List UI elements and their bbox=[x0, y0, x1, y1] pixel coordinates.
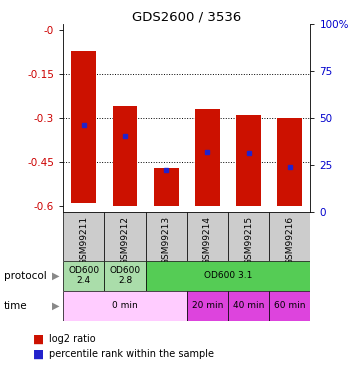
Bar bbox=[187, 212, 228, 261]
Text: protocol: protocol bbox=[4, 271, 46, 280]
Bar bbox=[145, 261, 310, 291]
Text: time: time bbox=[4, 301, 27, 310]
Bar bbox=[187, 291, 228, 321]
Text: GSM99215: GSM99215 bbox=[244, 216, 253, 265]
Text: log2 ratio: log2 ratio bbox=[49, 334, 95, 344]
Bar bbox=[269, 212, 310, 261]
Text: OD600
2.8: OD600 2.8 bbox=[109, 266, 140, 285]
Title: GDS2600 / 3536: GDS2600 / 3536 bbox=[132, 10, 242, 23]
Text: GSM99214: GSM99214 bbox=[203, 216, 212, 265]
Text: GSM99213: GSM99213 bbox=[162, 216, 171, 265]
Bar bbox=[113, 106, 137, 206]
Bar bbox=[269, 291, 310, 321]
Text: ▶: ▶ bbox=[52, 301, 60, 310]
Bar bbox=[63, 261, 104, 291]
Text: 0 min: 0 min bbox=[112, 301, 138, 310]
Text: percentile rank within the sample: percentile rank within the sample bbox=[49, 350, 214, 359]
Bar bbox=[228, 291, 269, 321]
Bar bbox=[63, 212, 104, 261]
Bar bbox=[236, 115, 261, 206]
Text: GSM99216: GSM99216 bbox=[285, 216, 294, 265]
Bar bbox=[145, 212, 187, 261]
Bar bbox=[195, 110, 220, 206]
Bar bbox=[154, 168, 179, 206]
Text: GSM99211: GSM99211 bbox=[79, 216, 88, 265]
Text: 40 min: 40 min bbox=[233, 301, 264, 310]
Text: 20 min: 20 min bbox=[192, 301, 223, 310]
Bar bbox=[71, 51, 96, 203]
Bar bbox=[63, 291, 187, 321]
Text: ▶: ▶ bbox=[52, 271, 60, 280]
Bar bbox=[278, 118, 302, 206]
Text: ■: ■ bbox=[32, 348, 44, 361]
Bar bbox=[104, 261, 145, 291]
Text: 60 min: 60 min bbox=[274, 301, 306, 310]
Text: OD600
2.4: OD600 2.4 bbox=[68, 266, 99, 285]
Bar bbox=[104, 212, 145, 261]
Text: OD600 3.1: OD600 3.1 bbox=[204, 271, 252, 280]
Text: ■: ■ bbox=[32, 333, 44, 346]
Bar bbox=[228, 212, 269, 261]
Text: GSM99212: GSM99212 bbox=[121, 216, 130, 265]
